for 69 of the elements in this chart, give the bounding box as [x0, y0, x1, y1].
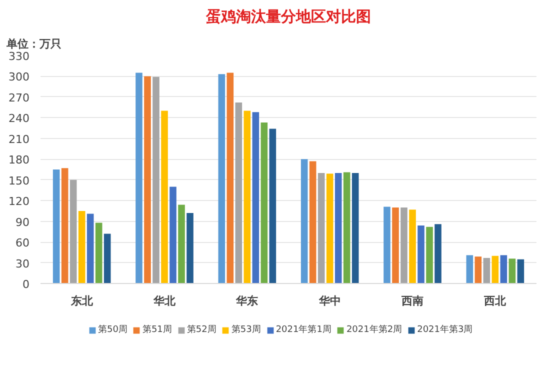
bar — [517, 259, 524, 284]
bar — [392, 208, 399, 284]
x-tick-label: 东北 — [70, 294, 94, 308]
bar — [104, 234, 111, 284]
x-tick-label: 西南 — [400, 294, 424, 308]
bar — [260, 122, 268, 284]
bar — [161, 110, 168, 284]
bar — [52, 170, 60, 284]
y-tick-label: 330 — [8, 50, 30, 63]
y-tick-label: 120 — [8, 195, 30, 208]
y-tick-label: 30 — [16, 257, 30, 270]
y-tick-label: 270 — [8, 91, 30, 104]
y-tick-label: 60 — [16, 236, 30, 250]
bar — [508, 258, 516, 284]
bar — [418, 225, 424, 284]
bar — [384, 206, 390, 284]
x-tick-label: 华东 — [235, 294, 258, 308]
bar — [426, 226, 433, 284]
bar — [466, 255, 474, 284]
y-tick-label: 300 — [8, 70, 30, 84]
x-tick-label: 西北 — [483, 294, 508, 308]
bar — [400, 208, 408, 284]
bar — [343, 172, 350, 284]
bar — [500, 255, 508, 284]
bar — [218, 74, 226, 284]
bar — [334, 172, 342, 284]
bar — [170, 186, 176, 284]
bar — [136, 72, 142, 284]
legend-label: 第52周 — [186, 324, 216, 336]
legend-label: 2021年第3周 — [417, 324, 473, 336]
bar — [95, 222, 102, 284]
bar — [186, 213, 194, 284]
y-tick-label: 210 — [8, 132, 30, 146]
y-tick-label: 150 — [8, 174, 30, 188]
bar — [474, 256, 482, 284]
legend-label: 第53周 — [231, 324, 261, 336]
bar — [409, 210, 416, 284]
legend-label: 2021年第1周 — [276, 324, 332, 336]
x-tick-label: 华北 — [152, 294, 176, 308]
legend-label: 第51周 — [142, 324, 172, 336]
y-tick-label: 90 — [16, 216, 30, 229]
bar — [61, 168, 68, 284]
bar — [252, 112, 260, 284]
bar — [86, 214, 94, 284]
y-tick-label: 180 — [8, 154, 30, 167]
bar — [483, 258, 490, 284]
x-tick-label: 华中 — [318, 294, 341, 308]
y-tick-label: 240 — [8, 112, 30, 126]
bar — [152, 76, 160, 284]
bar — [226, 72, 234, 284]
bar — [235, 102, 242, 284]
legend-label: 2021年第2周 — [346, 324, 402, 336]
y-tick-label: 0 — [22, 278, 30, 291]
bar — [309, 161, 316, 284]
bar — [178, 204, 185, 284]
bar — [269, 128, 276, 284]
bar — [326, 174, 334, 284]
bar — [318, 172, 325, 284]
bar — [70, 180, 77, 284]
bar — [244, 110, 251, 284]
bar — [352, 172, 359, 284]
chart-title: 蛋鸡淘汰量分地区对比图 — [205, 8, 371, 26]
bar — [300, 159, 308, 284]
bar — [492, 256, 499, 284]
bar — [144, 76, 151, 284]
text: 单位：万只 — [6, 38, 62, 50]
bar — [78, 210, 86, 284]
bar — [434, 224, 442, 284]
legend-label: 第50周 — [98, 324, 128, 336]
